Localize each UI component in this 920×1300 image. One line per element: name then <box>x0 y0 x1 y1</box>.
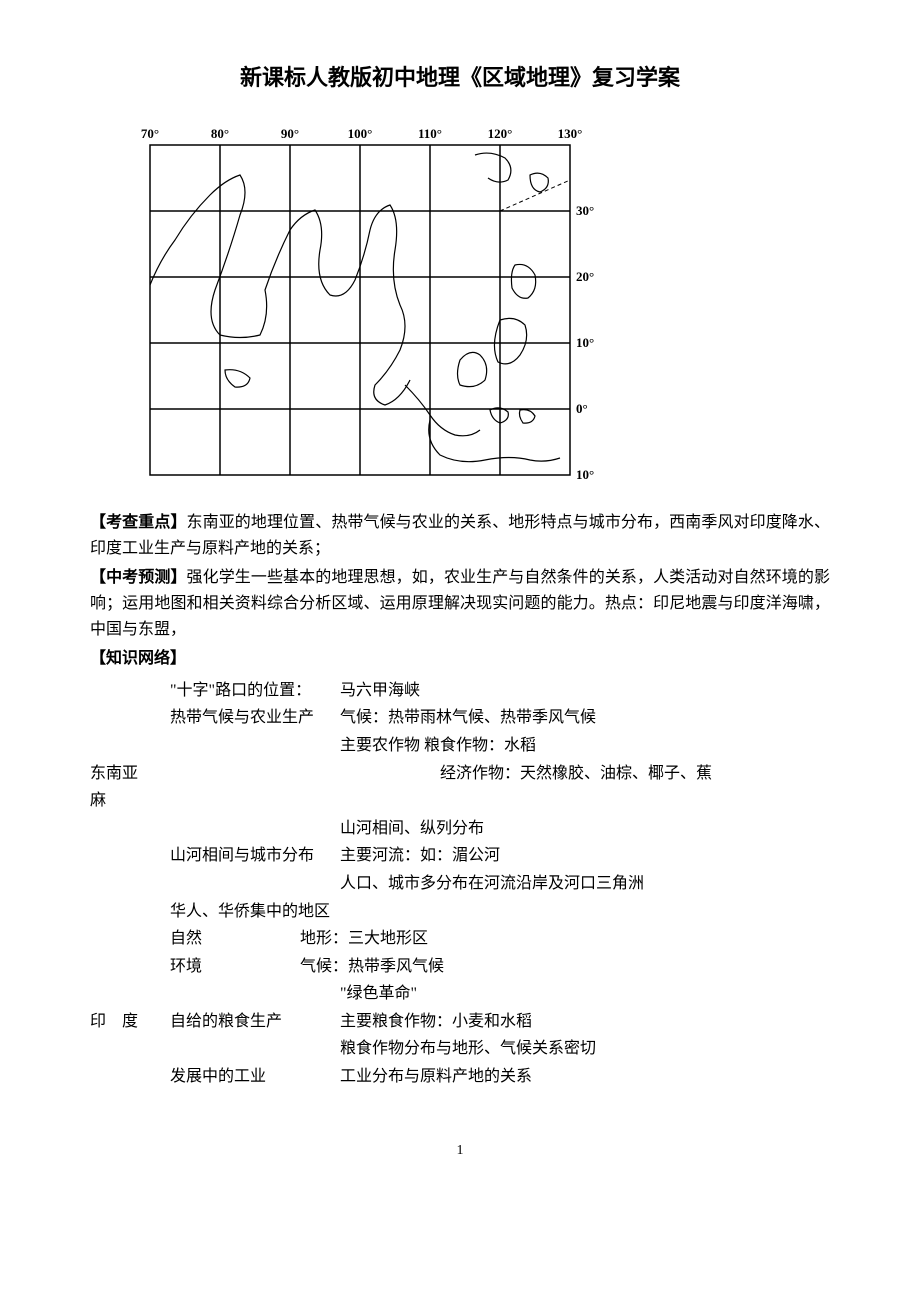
nature-sub1: 自然 <box>170 926 300 952</box>
spacer <box>170 733 340 759</box>
food-d1: "绿色革命" <box>340 981 830 1007</box>
chinese-line: 华人、华侨集中的地区 <box>170 899 330 925</box>
forecast-para: 【中考预测】强化学生一些基本的地理思想，如，农业生产与自然条件的关系，人类活动对… <box>90 565 830 642</box>
lat-label-30: 30° <box>576 203 594 218</box>
lat-label-10: 10° <box>576 335 594 350</box>
nature-d1: 地形：三大地形区 <box>300 926 830 952</box>
region-spacer <box>90 1036 170 1062</box>
food-d3: 粮食作物分布与地形、气候关系密切 <box>340 1036 830 1062</box>
rivers-d2: 主要河流：如：湄公河 <box>340 843 830 869</box>
spacer <box>170 1036 340 1062</box>
forecast-label: 【中考预测】 <box>90 569 187 586</box>
lon-label-110: 110° <box>418 126 442 141</box>
region-spacer <box>90 871 170 897</box>
industry-sub: 发展中的工业 <box>170 1064 340 1090</box>
lat-label-20: 20° <box>576 269 594 284</box>
region-spacer <box>90 954 170 980</box>
lon-label-120: 120° <box>488 126 513 141</box>
lat-label-10s: 10° <box>576 467 594 482</box>
region-spacer <box>90 816 170 842</box>
region-spacer <box>90 899 170 925</box>
ma-line: 麻 <box>90 788 170 814</box>
climate-sub: 热带气候与农业生产 <box>170 705 340 731</box>
spacer <box>170 788 340 814</box>
rivers-sub: 山河相间与城市分布 <box>170 843 340 869</box>
network-label: 【知识网络】 <box>90 650 186 667</box>
lat-label-0: 0° <box>576 401 588 416</box>
lon-label-90: 90° <box>281 126 299 141</box>
spacer <box>170 761 340 787</box>
region-spacer <box>90 926 170 952</box>
region-spacer <box>90 733 170 759</box>
crossroad-detail: 马六甲海峡 <box>340 678 830 704</box>
nature-sub2: 环境 <box>170 954 300 980</box>
climate-detail1: 气候：热带雨林气候、热带季风气候 <box>340 705 830 731</box>
crops-a: 粮食作物：水稻 <box>424 737 536 754</box>
exam-focus-label: 【考查重点】 <box>90 514 187 531</box>
region-spacer <box>90 705 170 731</box>
crops-b: 经济作物：天然橡胶、油棕、椰子、蕉 <box>340 761 830 787</box>
knowledge-outline: "十字"路口的位置： 马六甲海峡 热带气候与农业生产 气候：热带雨林气候、热带季… <box>90 678 830 1090</box>
crops-label: 主要农作物 <box>340 737 420 754</box>
lon-label-70: 70° <box>141 126 159 141</box>
rivers-d3: 人口、城市多分布在河流沿岸及河口三角洲 <box>340 871 830 897</box>
rivers-d1: 山河相间、纵列分布 <box>340 816 830 842</box>
forecast-text: 强化学生一些基本的地理思想，如，农业生产与自然条件的关系，人类活动对自然环境的影… <box>90 569 830 637</box>
page-number: 1 <box>90 1140 830 1162</box>
network-label-para: 【知识网络】 <box>90 646 830 672</box>
region-spacer <box>90 678 170 704</box>
spacer <box>170 871 340 897</box>
region-spacer <box>90 843 170 869</box>
lon-label-130: 130° <box>558 126 583 141</box>
spacer <box>340 788 830 814</box>
sea-region: 东南亚 <box>90 761 170 787</box>
page-title: 新课标人教版初中地理《区域地理》复习学案 <box>90 60 830 95</box>
india-region: 印 度 <box>90 1009 170 1035</box>
crossroad-sub: "十字"路口的位置： <box>170 678 340 704</box>
food-d2: 主要粮食作物：小麦和水稻 <box>340 1009 830 1035</box>
map-southeast-asia: 70° 80° 90° 100° 110° 120° 130° 30° 20° … <box>120 120 600 490</box>
region-spacer <box>90 981 170 1007</box>
exam-focus-text: 东南亚的地理位置、热带气候与农业的关系、地形特点与城市分布，西南季风对印度降水、… <box>90 514 830 557</box>
spacer <box>170 816 340 842</box>
climate-detail2: 主要农作物 粮食作物：水稻 <box>340 733 830 759</box>
lon-label-80: 80° <box>211 126 229 141</box>
industry-d1: 工业分布与原料产地的关系 <box>340 1064 830 1090</box>
spacer <box>170 981 340 1007</box>
region-spacer <box>90 1064 170 1090</box>
food-sub: 自给的粮食生产 <box>170 1009 340 1035</box>
exam-focus-para: 【考查重点】东南亚的地理位置、热带气候与农业的关系、地形特点与城市分布，西南季风… <box>90 510 830 561</box>
lon-label-100: 100° <box>348 126 373 141</box>
nature-d2: 气候：热带季风气候 <box>300 954 830 980</box>
